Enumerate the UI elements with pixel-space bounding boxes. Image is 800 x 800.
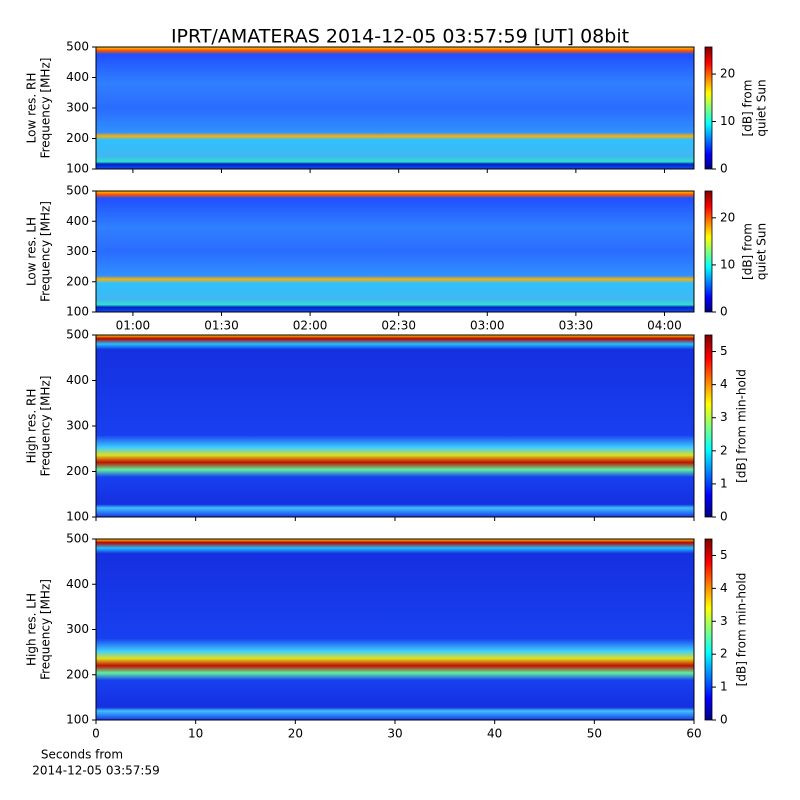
y-tick-label: 500 (66, 40, 89, 54)
colorbar-tick-label: 3 (720, 410, 728, 424)
colorbar-tick-label: 0 (720, 162, 728, 176)
y-tick-label: 100 (66, 162, 89, 176)
y-axis-label: Frequency [MHz] (39, 201, 53, 302)
y-tick-label: 100 (66, 713, 89, 727)
y-tick-label: 200 (66, 131, 89, 145)
colorbar-tick-label: 5 (720, 548, 728, 562)
colorbar-tick-label: 4 (720, 377, 728, 391)
y-axis-label: Frequency [MHz] (39, 376, 53, 477)
y-axis-label: High res. RH (25, 389, 39, 464)
colorbar-label: [dB] from (741, 223, 755, 280)
y-tick-label: 200 (66, 274, 89, 288)
y-tick-label: 100 (66, 510, 89, 524)
colorbar-tick-label: 20 (720, 210, 735, 224)
x-tick-label: 04:00 (647, 319, 682, 333)
colorbar (704, 46, 713, 170)
y-tick-label: 400 (66, 577, 89, 591)
colorbar-label: [dB] from min-hold (735, 369, 749, 483)
x-tick-label: 01:00 (116, 319, 151, 333)
x-tick-label: 60 (686, 727, 701, 741)
colorbar-tick-label: 0 (720, 713, 728, 727)
colorbar-tick-label: 4 (720, 581, 728, 595)
x-tick-label: 10 (188, 727, 203, 741)
colorbar-label: quiet Sun (755, 79, 769, 136)
x-tick-label: 01:30 (204, 319, 239, 333)
x-tick-label: 50 (587, 727, 602, 741)
colorbar-tick-label: 3 (720, 614, 728, 628)
x-tick-label: 02:30 (381, 319, 416, 333)
x-tick-label: 03:30 (559, 319, 594, 333)
colorbar-tick-label: 20 (720, 67, 735, 81)
spectrogram (96, 191, 694, 312)
figure-title: IPRT/AMATERAS 2014-12-05 03:57:59 [UT] 0… (171, 26, 629, 48)
y-tick-label: 200 (66, 667, 89, 681)
colorbar-label: [dB] from min-hold (735, 573, 749, 687)
y-tick-label: 300 (66, 244, 89, 258)
colorbar-tick-label: 10 (720, 114, 735, 128)
y-axis-label: Frequency [MHz] (39, 58, 53, 159)
y-tick-label: 300 (66, 419, 89, 433)
colorbar-label: quiet Sun (755, 223, 769, 280)
x-tick-label: 03:00 (470, 319, 505, 333)
colorbar-tick-label: 0 (720, 510, 728, 524)
x-axis-label: 2014-12-05 03:57:59 (32, 764, 159, 778)
colorbar-tick-label: 2 (720, 443, 728, 457)
x-tick-label: 20 (288, 727, 303, 741)
colorbar-tick-label: 1 (720, 476, 728, 490)
y-tick-label: 500 (66, 328, 89, 342)
y-axis-label: Low res. RH (25, 73, 39, 144)
x-tick-label: 0 (92, 727, 100, 741)
y-axis-label: Frequency [MHz] (39, 579, 53, 680)
y-tick-label: 500 (66, 532, 89, 546)
spectrogram (96, 539, 694, 720)
colorbar-label: [dB] from (741, 80, 755, 137)
y-tick-label: 300 (66, 101, 89, 115)
y-tick-label: 400 (66, 214, 89, 228)
spectrogram (96, 335, 694, 517)
y-tick-label: 500 (66, 184, 89, 198)
colorbar-tick-label: 10 (720, 257, 735, 271)
y-axis-label: Low res. LH (25, 217, 39, 286)
colorbar-tick-label: 2 (720, 647, 728, 661)
spectrogram (96, 47, 694, 169)
colorbar (704, 538, 713, 721)
colorbar-tick-label: 0 (720, 305, 728, 319)
colorbar (704, 334, 713, 518)
y-tick-label: 200 (66, 464, 89, 478)
colorbar-tick-label: 1 (720, 680, 728, 694)
x-tick-label: 30 (387, 727, 402, 741)
y-tick-label: 100 (66, 305, 89, 319)
y-axis-label: High res. LH (25, 593, 39, 666)
y-tick-label: 300 (66, 622, 89, 636)
x-axis-label: Seconds from (41, 748, 123, 762)
colorbar-tick-label: 5 (720, 344, 728, 358)
x-tick-label: 02:00 (293, 319, 328, 333)
y-tick-label: 400 (66, 373, 89, 387)
x-tick-label: 40 (487, 727, 502, 741)
y-tick-label: 400 (66, 70, 89, 84)
colorbar (704, 190, 713, 313)
